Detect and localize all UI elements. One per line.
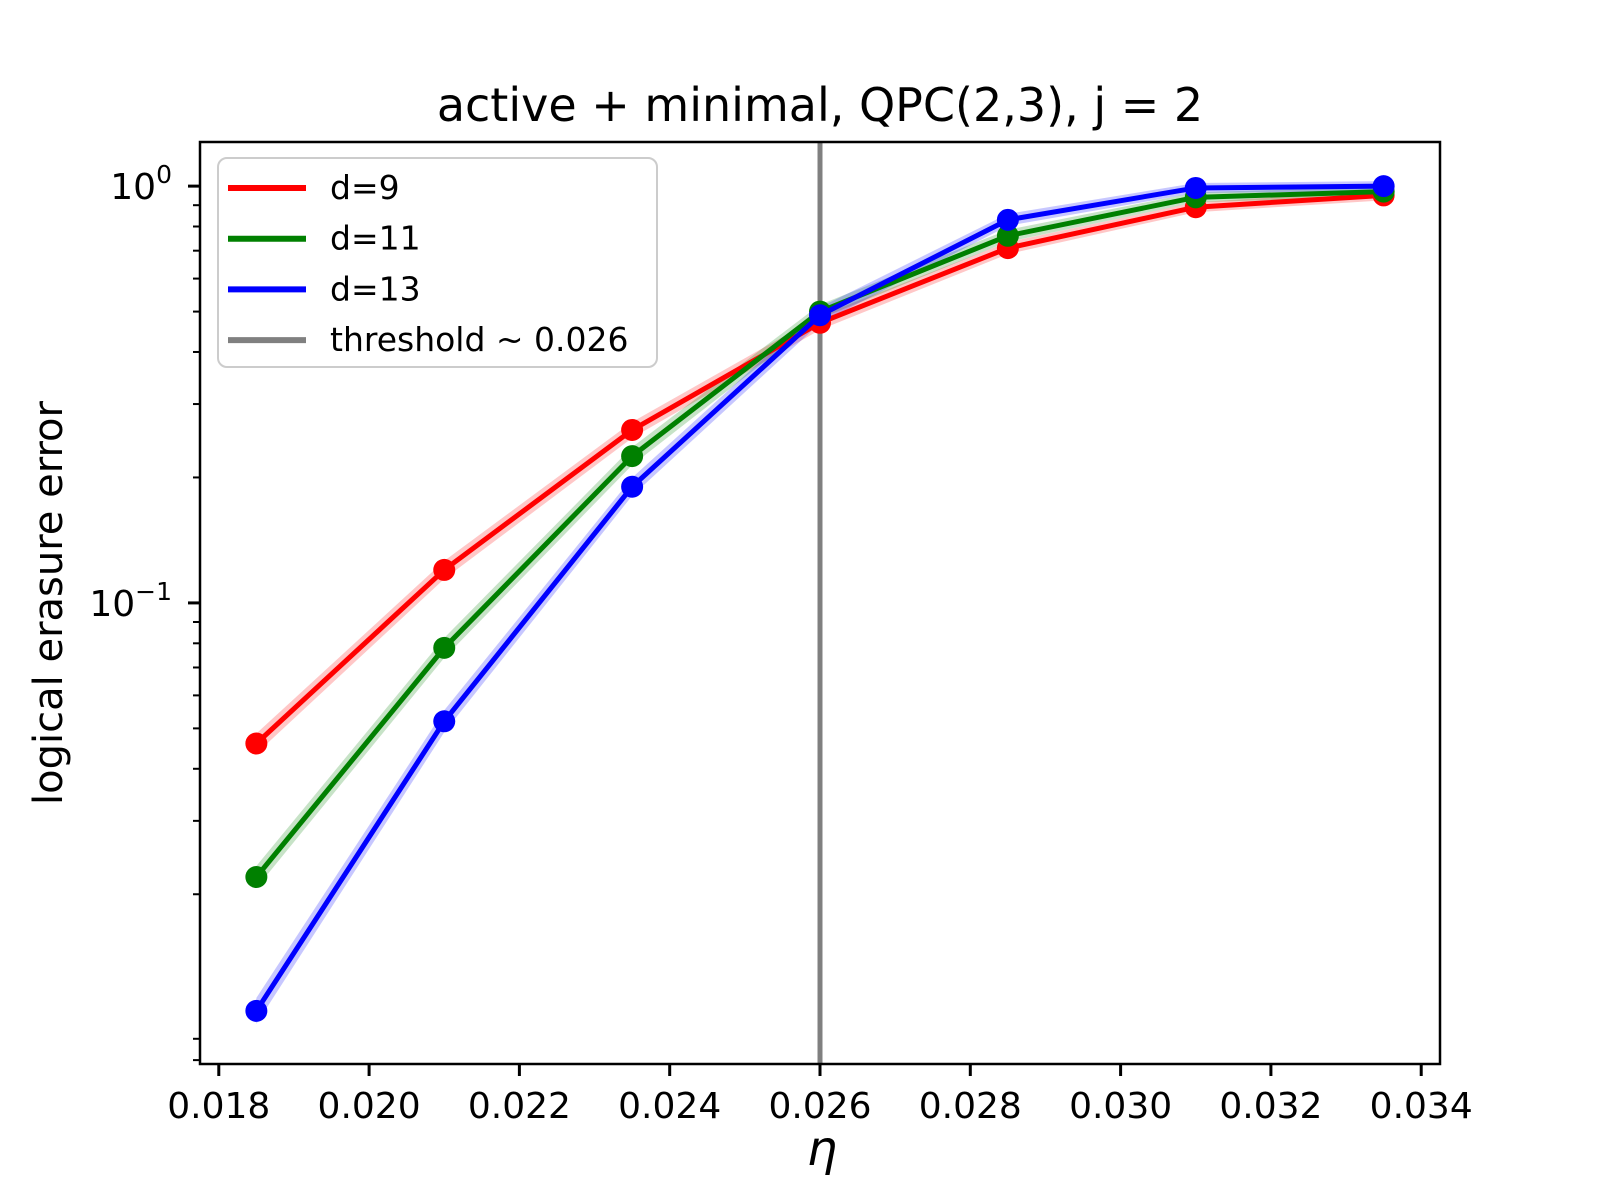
y-tick-label: 100 bbox=[110, 160, 172, 208]
data-point-d=13 bbox=[996, 208, 1019, 231]
legend-label: threshold ~ 0.026 bbox=[330, 320, 629, 359]
data-point-d=11 bbox=[433, 636, 456, 659]
x-tick-label: 0.028 bbox=[919, 1086, 1022, 1127]
legend-entry: d=9 bbox=[228, 168, 400, 207]
x-tick-label: 0.024 bbox=[618, 1086, 721, 1127]
data-point-d=11 bbox=[996, 224, 1019, 247]
x-tick-label: 0.026 bbox=[768, 1086, 871, 1127]
series-layer bbox=[245, 175, 1395, 1022]
axes-layer: 0.018 0.020 0.022 0.024 0.026 0.028 0.030 0.032… bbox=[89, 140, 1473, 1127]
legend-entry: d=11 bbox=[228, 219, 421, 258]
x-tick-label: 0.034 bbox=[1370, 1086, 1473, 1127]
x-tick-label: 0.032 bbox=[1219, 1086, 1322, 1127]
x-tick-label: 0.022 bbox=[468, 1086, 571, 1127]
data-point-d=13 bbox=[621, 475, 644, 498]
data-point-d=13 bbox=[245, 999, 268, 1022]
legend-label: d=11 bbox=[330, 219, 421, 258]
x-tick-label: 0.030 bbox=[1069, 1086, 1172, 1127]
data-point-d=13 bbox=[809, 304, 831, 327]
legend-label: d=13 bbox=[330, 269, 421, 308]
data-point-d=13 bbox=[433, 710, 456, 733]
chart-title: active + minimal, QPC(2,3), j = 2 bbox=[437, 78, 1203, 132]
data-point-d=9 bbox=[433, 558, 456, 581]
data-point-d=13 bbox=[1184, 176, 1207, 199]
y-tick-label: 10−1 bbox=[89, 577, 172, 625]
data-point-d=11 bbox=[621, 445, 644, 468]
legend-entry: threshold ~ 0.026 bbox=[228, 320, 629, 359]
data-point-d=9 bbox=[245, 732, 268, 755]
x-tick-label: 0.018 bbox=[167, 1086, 270, 1127]
x-tick-label: 0.020 bbox=[318, 1086, 421, 1127]
legend-entry: d=13 bbox=[228, 269, 421, 308]
data-point-d=11 bbox=[245, 865, 268, 888]
y-axis-label: logical erasure error bbox=[26, 400, 72, 804]
data-point-d=9 bbox=[621, 418, 644, 441]
data-point-d=13 bbox=[1372, 175, 1395, 198]
legend: d=9 d=11 d=13 threshold ~ 0.026 bbox=[217, 157, 658, 368]
legend-label: d=9 bbox=[330, 168, 400, 207]
x-axis-label: η bbox=[807, 1121, 837, 1177]
legend-box bbox=[217, 157, 658, 368]
